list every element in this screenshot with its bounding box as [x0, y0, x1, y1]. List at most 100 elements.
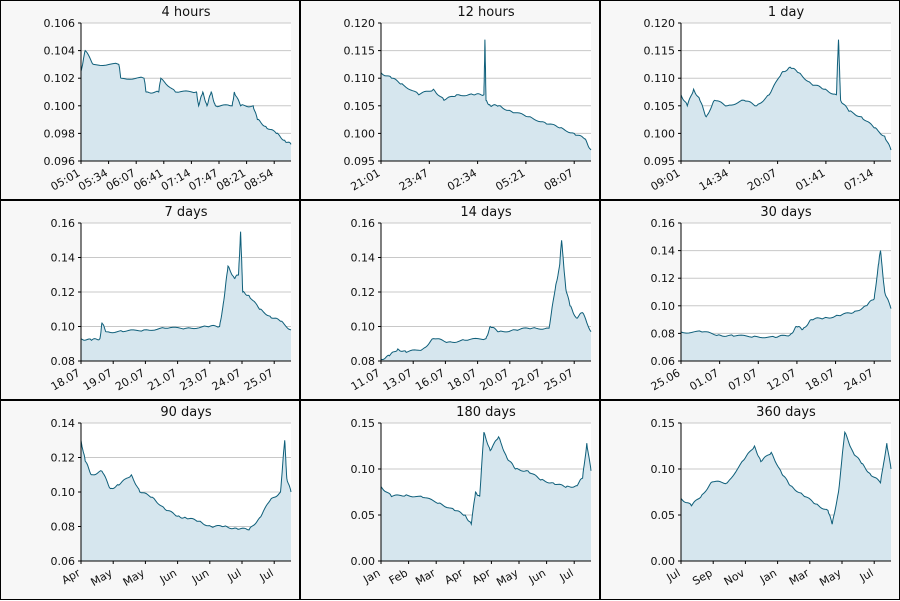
x-tick-label: May [88, 566, 115, 589]
series-line [680, 430, 892, 525]
y-tick-label: 0.08 [51, 521, 76, 534]
x-tick-label: 05:01 [49, 166, 83, 193]
y-tick-label: 0.14 [51, 417, 76, 430]
y-tick-label: 0.08 [51, 355, 76, 368]
x-tick-label: 08:21 [214, 166, 248, 193]
y-tick-label: 0.105 [344, 100, 376, 113]
x-tick-label: 21.07 [145, 366, 179, 393]
y-tick-label: 0.00 [351, 555, 376, 568]
chart-title: 12 hours [457, 5, 514, 20]
y-tick-label: 0.110 [644, 72, 676, 85]
x-tick-label: 18.07 [803, 366, 837, 393]
y-tick-label: 0.12 [51, 452, 76, 465]
series-line [80, 440, 292, 531]
x-tick-label: Jun [526, 566, 548, 586]
x-tick-label: 12.07 [765, 366, 799, 393]
chart-svg: 1 day 0.095 0.100 0.105 0.110 0.115 0.120 09:01… [644, 5, 892, 193]
y-tick-label: 0.095 [644, 155, 676, 168]
y-tick-label: 0.110 [344, 72, 376, 85]
x-tick-label: May [494, 566, 521, 589]
x-tick-label: 07:47 [187, 166, 221, 193]
x-tick-label: 06:07 [104, 166, 138, 193]
x-tick-label: Mar [413, 566, 438, 588]
y-tick-label: 0.10 [651, 300, 676, 313]
x-tick-label: Mar [787, 566, 812, 588]
x-tick-label: Feb [387, 566, 410, 587]
y-tick-label: 0.15 [651, 417, 676, 430]
chart-panel: 7 days 0.08 0.10 0.12 0.14 0.16 18.07 19.07 20.0… [0, 200, 300, 400]
chart-panel: 180 days 0.00 0.05 0.10 0.15 Jan Feb Mar Apr Apr M… [300, 400, 600, 600]
chart-title: 7 days [164, 205, 207, 220]
x-tick-label: 24.07 [210, 366, 244, 393]
x-tick-label: 02:34 [445, 166, 479, 193]
x-tick-label: 06:41 [131, 166, 165, 193]
chart-svg: 12 hours 0.095 0.100 0.105 0.110 0.115 0.120 21… [344, 5, 592, 193]
y-tick-label: 0.08 [351, 355, 376, 368]
chart-svg: 7 days 0.08 0.10 0.12 0.14 0.16 18.0719.0720.0… [49, 205, 292, 393]
x-tick-label: 21:01 [349, 166, 383, 193]
x-tick-label: 08:54 [242, 166, 276, 193]
x-tick-label: 25.07 [242, 366, 276, 393]
x-tick-label: 23:47 [397, 166, 431, 193]
y-tick-label: 0.120 [344, 17, 376, 30]
y-tick-label: 0.098 [44, 127, 76, 140]
y-tick-label: 0.10 [351, 463, 376, 476]
y-tick-label: 0.16 [651, 217, 676, 230]
x-tick-label: Jul [225, 566, 244, 584]
y-tick-label: 0.10 [351, 321, 376, 334]
chart-svg: 360 days 0.00 0.05 0.10 0.15 Jul Sep Nov Jan Mar M… [651, 405, 892, 589]
chart-svg: 14 days 0.08 0.10 0.12 0.14 0.16 11.0713.0716.… [349, 205, 592, 393]
series-area [81, 440, 291, 561]
series-area [681, 250, 891, 361]
chart-title: 1 day [768, 5, 805, 20]
chart-title: 360 days [756, 405, 816, 420]
x-tick-label: 05:34 [76, 166, 110, 193]
x-tick-label: Jul [257, 566, 276, 584]
series-line [680, 39, 892, 151]
y-tick-label: 0.10 [651, 463, 676, 476]
series-area [681, 39, 891, 161]
x-tick-label: Jun [189, 566, 211, 586]
x-tick-label: 07:14 [842, 166, 876, 193]
x-tick-label: 18.07 [49, 366, 83, 393]
y-tick-label: 0.12 [51, 286, 76, 299]
x-tick-label: May [817, 566, 844, 589]
series-line [380, 431, 592, 527]
y-tick-label: 0.05 [651, 509, 676, 522]
x-tick-label: Apr [470, 566, 493, 587]
x-tick-label: 09:01 [649, 166, 683, 193]
series-line [380, 240, 592, 360]
x-tick-label: 20.07 [478, 366, 512, 393]
x-tick-label: 01.07 [687, 366, 721, 393]
x-tick-label: 13.07 [381, 366, 415, 393]
chart-title: 180 days [456, 405, 516, 420]
x-tick-label: 07:14 [159, 166, 193, 193]
y-tick-label: 0.12 [351, 286, 376, 299]
series-area [381, 432, 591, 561]
x-tick-label: 25.07 [542, 366, 576, 393]
chart-title: 14 days [460, 205, 512, 220]
y-tick-label: 0.106 [44, 17, 76, 30]
chart-panel: 1 day 0.095 0.100 0.105 0.110 0.115 0.120 09:01… [600, 0, 900, 200]
chart-panel: 4 hours 0.096 0.098 0.100 0.102 0.104 0.106 05:… [0, 0, 300, 200]
y-tick-label: 0.100 [344, 127, 376, 140]
y-tick-label: 0.120 [644, 17, 676, 30]
x-tick-label: 05:21 [493, 166, 527, 193]
x-tick-label: 24.07 [842, 366, 876, 393]
chart-panel: 360 days 0.00 0.05 0.10 0.15 Jul Sep Nov Jan Mar M… [600, 400, 900, 600]
x-tick-label: 16.07 [413, 366, 447, 393]
x-tick-label: 08:07 [542, 166, 576, 193]
x-tick-label: 20.07 [113, 366, 147, 393]
chart-title: 30 days [760, 205, 812, 220]
x-tick-label: 14:34 [697, 166, 731, 193]
chart-title: 90 days [160, 405, 212, 420]
x-tick-label: 18.07 [445, 366, 479, 393]
series-line [80, 49, 292, 145]
y-tick-label: 0.14 [651, 245, 676, 258]
x-tick-label: 07.07 [726, 366, 760, 393]
x-tick-label: Jul [664, 566, 683, 584]
y-tick-label: 0.100 [644, 127, 676, 140]
y-tick-label: 0.096 [44, 155, 76, 168]
